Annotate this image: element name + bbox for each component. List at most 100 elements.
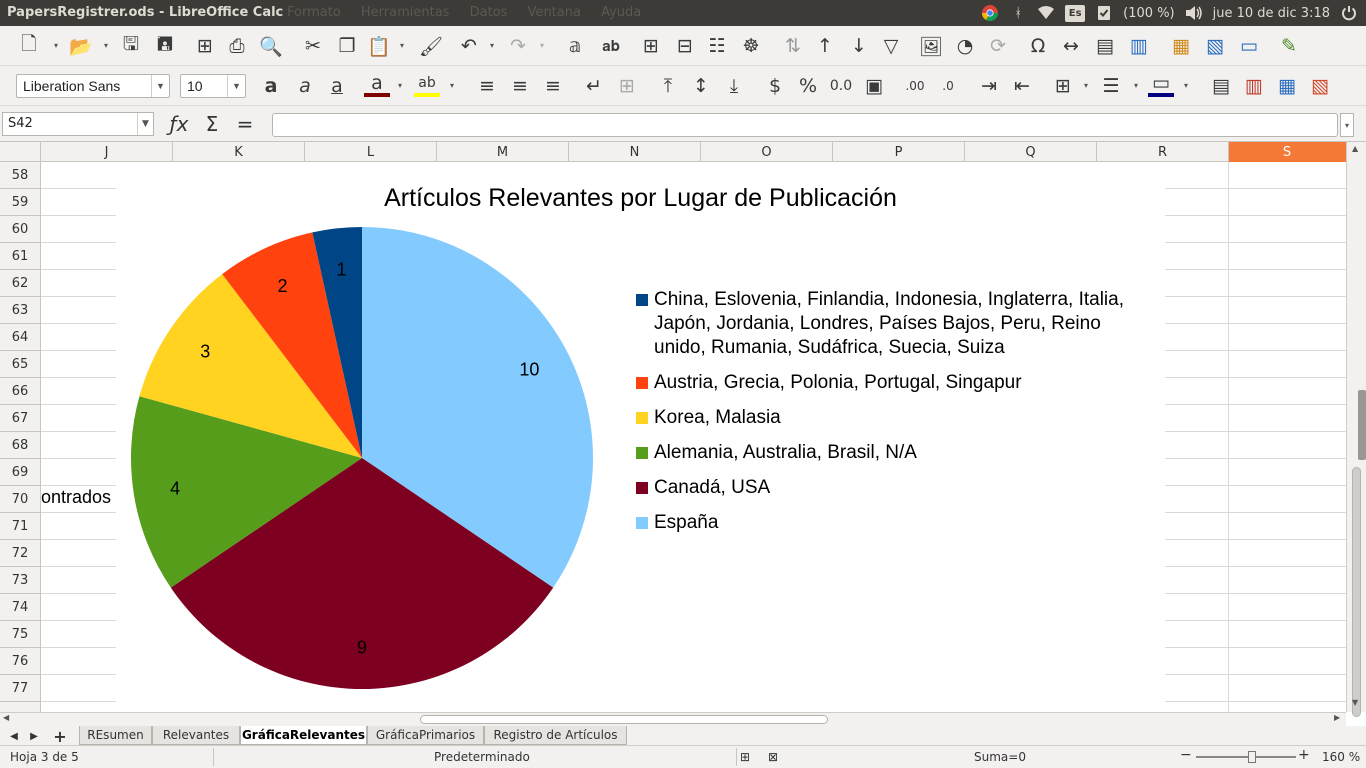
sheet-tab-graficarelevantes[interactable]: GráficaRelevantes <box>240 726 367 745</box>
menu-ayuda[interactable]: Ayuda <box>601 5 642 20</box>
row-header[interactable]: 76 <box>0 648 40 675</box>
row-header[interactable]: 67 <box>0 405 40 432</box>
sum-display[interactable]: Suma=0 <box>974 750 1026 764</box>
sheet-tab-graficaprimarios[interactable]: GráficaPrimarios <box>367 726 484 745</box>
battery-status[interactable]: (100 %) <box>1123 5 1175 21</box>
data-bar-icon[interactable]: ▦ <box>1278 75 1296 97</box>
sheet-tab-registro-articulos[interactable]: Registro de Artículos <box>484 726 627 745</box>
save-icon[interactable]: 🖫 <box>122 33 140 55</box>
find-replace-icon[interactable]: 𝕒 <box>568 35 582 57</box>
redo-icon[interactable]: ↷ <box>510 35 526 57</box>
column-header-selected[interactable]: S <box>1229 142 1346 162</box>
row-header[interactable]: 73 <box>0 567 40 594</box>
bold-icon[interactable]: a <box>264 75 278 97</box>
expand-formula-bar-icon[interactable]: ▾ <box>1340 113 1354 137</box>
sheet-position[interactable]: Hoja 3 de 5 <box>10 750 79 764</box>
wrap-text-icon[interactable]: ↵ <box>586 75 602 97</box>
pie-slice[interactable] <box>222 232 362 458</box>
pie-chart[interactable]: Artículos Relevantes por Lugar de Public… <box>116 162 1165 712</box>
formula-input[interactable] <box>272 113 1338 137</box>
undo-dropdown-icon[interactable]: ▾ <box>490 41 495 50</box>
spelling-icon[interactable]: 𝐚𝐛 <box>602 37 620 55</box>
column-header[interactable]: O <box>701 142 833 162</box>
insert-row-icon[interactable]: ☷ <box>708 35 726 57</box>
ghost-menubar[interactable]: Formato Herramientas Datos Ventana Ayuda <box>287 5 657 20</box>
add-sheet-icon[interactable]: + <box>53 726 67 746</box>
borders-dropdown-icon[interactable]: ▾ <box>1084 81 1089 90</box>
font-name-combo[interactable]: Liberation Sans ▼ <box>16 74 170 98</box>
menu-ventana[interactable]: Ventana <box>527 5 581 20</box>
modified-indicator-icon[interactable]: ⊞ <box>740 750 751 764</box>
power-icon[interactable] <box>1340 4 1358 22</box>
row-header[interactable]: 72 <box>0 540 40 567</box>
column-header[interactable]: P <box>833 142 965 162</box>
column-header[interactable]: N <box>569 142 701 162</box>
zoom-slider-knob[interactable] <box>1248 751 1256 763</box>
number-format-icon[interactable]: 0.0 <box>829 78 853 94</box>
horizontal-scrollbar[interactable]: ◀ ▶ <box>0 712 1346 726</box>
row-header[interactable]: 63 <box>0 297 40 324</box>
chevron-down-icon[interactable]: ▼ <box>151 75 169 97</box>
highlight-dropdown-icon[interactable]: ▾ <box>450 81 455 90</box>
conditional-format-icon[interactable]: ▤ <box>1212 75 1230 97</box>
save-as-icon[interactable]: 🖪 <box>156 33 174 55</box>
chevron-down-icon[interactable]: ▼ <box>227 75 245 97</box>
decrease-indent-icon[interactable]: ⇤ <box>1014 75 1030 97</box>
border-color-dropdown-icon[interactable]: ▾ <box>1184 81 1189 90</box>
cell-text-overflow[interactable]: ontrados <box>41 487 116 508</box>
pie-slice[interactable] <box>170 458 554 689</box>
row-header[interactable]: 60 <box>0 216 40 243</box>
insert-image-icon[interactable]: 🖼 <box>918 35 944 58</box>
sort-icon[interactable]: ⇅ <box>785 35 801 57</box>
cut-icon[interactable]: ✂ <box>305 35 321 57</box>
next-sheet-icon[interactable]: ▶ <box>30 730 38 742</box>
pie-slice[interactable] <box>362 227 593 588</box>
insert-chart-icon[interactable]: ◔ <box>956 35 974 57</box>
center-vertically-icon[interactable]: ↕ <box>693 75 709 97</box>
row-header[interactable]: 66 <box>0 378 40 405</box>
italic-icon[interactable]: a <box>299 75 311 97</box>
row-header[interactable]: 74 <box>0 594 40 621</box>
paste-icon[interactable]: 📋 <box>367 35 391 58</box>
export-pdf-icon[interactable]: ⊞ <box>197 35 213 57</box>
scroll-right-icon[interactable]: ▶ <box>1334 713 1341 722</box>
pie-slice[interactable] <box>131 396 362 588</box>
autofilter-icon[interactable]: ▽ <box>883 35 899 57</box>
row-header[interactable]: 58 <box>0 162 40 189</box>
row-header[interactable]: 71 <box>0 513 40 540</box>
font-color-dropdown-icon[interactable]: ▾ <box>398 81 403 90</box>
align-right-icon[interactable]: ≡ <box>545 75 561 97</box>
redo-dropdown-icon[interactable]: ▾ <box>540 41 545 50</box>
column-header[interactable]: J <box>41 142 173 162</box>
zoom-in-icon[interactable]: + <box>1298 747 1310 763</box>
row-header[interactable]: 62 <box>0 270 40 297</box>
border-color-icon[interactable]: ▭ <box>1148 72 1174 97</box>
column-header[interactable]: L <box>305 142 437 162</box>
chevron-down-icon[interactable]: ▼ <box>137 113 153 135</box>
wifi-icon[interactable] <box>1037 4 1055 22</box>
page-style[interactable]: Predeterminado <box>434 750 530 764</box>
sheet-tab-relevantes[interactable]: Relevantes <box>152 726 240 745</box>
sort-ascending-icon[interactable]: ↑ <box>817 35 833 57</box>
previous-sheet-icon[interactable]: ◀ <box>10 730 18 742</box>
row-header[interactable]: 65 <box>0 351 40 378</box>
border-style-icon[interactable]: ☰ <box>1102 75 1120 97</box>
copy-icon[interactable]: ❐ <box>338 35 356 57</box>
border-style-dropdown-icon[interactable]: ▾ <box>1134 81 1139 90</box>
chrome-icon[interactable] <box>981 4 999 22</box>
sheet-tab-resumen[interactable]: REsumen <box>79 726 152 745</box>
column-header[interactable]: Q <box>965 142 1097 162</box>
show-draw-functions-icon[interactable]: ✎ <box>1281 35 1297 57</box>
print-preview-icon[interactable]: 🔍 <box>259 35 283 58</box>
insert-column-icon[interactable]: ☸ <box>742 35 760 57</box>
menu-formato[interactable]: Formato <box>287 5 341 20</box>
add-decimal-icon[interactable]: .00 <box>905 79 925 93</box>
row-icon[interactable]: ⊞ <box>643 35 659 57</box>
name-box[interactable]: S42 ▼ <box>2 112 154 136</box>
pivot-table-icon[interactable]: ⟳ <box>990 35 1006 57</box>
row-header[interactable]: 59 <box>0 189 40 216</box>
undo-icon[interactable]: ↶ <box>461 35 477 57</box>
freeze-rows-columns-icon[interactable]: ▧ <box>1206 35 1224 57</box>
menu-datos[interactable]: Datos <box>469 5 508 20</box>
formula-icon[interactable]: = <box>236 112 254 136</box>
